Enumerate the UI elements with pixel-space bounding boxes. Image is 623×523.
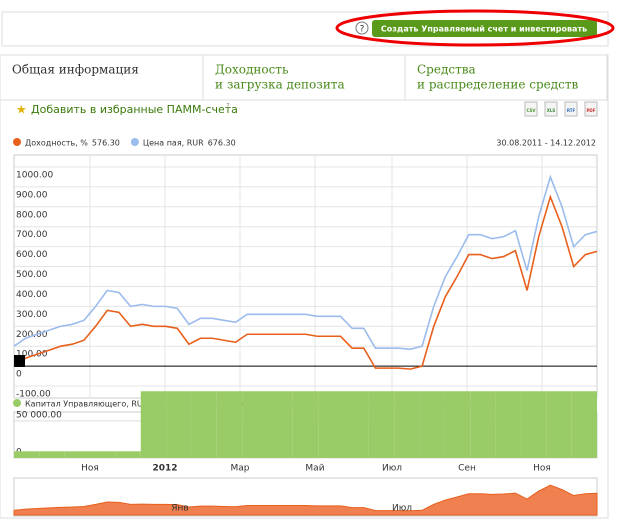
export-label: PDF: [587, 108, 596, 113]
tab-label: и загрузка депозита: [215, 78, 345, 92]
y-tick-label: 900.00: [16, 190, 48, 200]
favorite-link[interactable]: Добавить в избранные ПАММ-счета: [31, 103, 238, 116]
y-tick-label: 800.00: [16, 210, 48, 220]
y-tick-label: -100.00: [16, 390, 51, 400]
help-text: ?: [360, 25, 365, 35]
tab-label: и распределение средств: [417, 78, 579, 92]
export-icon[interactable]: [564, 101, 578, 117]
star-icon: ★: [16, 103, 27, 117]
legend-dot: [130, 138, 139, 146]
x-tick-label: Июл: [382, 464, 402, 474]
x-tick-label: Ноя: [81, 464, 99, 474]
x-tick-label: 2012: [152, 464, 177, 474]
capital-bar: [343, 391, 369, 458]
y-tick-label: 200.00: [16, 330, 48, 340]
legend-dot: [13, 138, 21, 146]
create-button[interactable]: [372, 20, 597, 37]
capital-bar: [571, 391, 597, 458]
legend-value: 676.30: [208, 139, 236, 148]
legend-dot: [13, 399, 21, 407]
export-label: CSV: [527, 108, 537, 113]
x-tick-label: Сен: [458, 464, 476, 474]
x-tick-label: Ноя: [533, 464, 551, 474]
tab-label: Общая информация: [12, 63, 139, 77]
export-icon[interactable]: [544, 101, 558, 117]
tab-label: Доходность: [215, 63, 289, 77]
capital-bar: [419, 391, 445, 458]
navigator-label: Июл: [392, 504, 412, 514]
x-tick-label: Мар: [231, 464, 250, 474]
capital-bar: [216, 391, 243, 458]
y-tick-label: 50 000.00: [16, 410, 62, 420]
y-tick-label: 400.00: [16, 290, 48, 300]
series-line: [13, 174, 598, 351]
capital-bar: [495, 391, 521, 458]
capital-bar: [64, 451, 91, 458]
create-button-label: Создать Управляемый счет и инвестировать: [381, 25, 587, 34]
tab[interactable]: [404, 54, 608, 101]
y-tick-label: 300.00: [16, 310, 48, 320]
capital-bar: [368, 391, 395, 458]
capital-bar: [444, 391, 471, 458]
capital-title: Капитал Управляющего, RUR: [25, 400, 149, 409]
capital-bar: [292, 391, 319, 458]
capital-bar: [191, 391, 217, 458]
export-label: XLS: [547, 108, 556, 113]
y-tick-label: 100.00: [16, 350, 48, 360]
capital-bar: [318, 391, 344, 458]
export-label: RTF: [567, 108, 576, 113]
capital-bar: [394, 391, 420, 458]
capital-bar: [39, 451, 65, 458]
series-line: [13, 194, 598, 370]
capital-bar: [14, 451, 40, 458]
y-tick-label: 0: [16, 370, 22, 380]
navigator-label: Янв: [171, 504, 188, 514]
favorite-help: ?: [226, 102, 230, 110]
capital-bar: [520, 391, 547, 458]
capital-bar: [267, 391, 293, 458]
capital-bar: [115, 451, 141, 458]
x-tick-label: Май: [305, 464, 324, 474]
tab-label: Средства: [417, 63, 476, 77]
capital-bar: [90, 451, 116, 458]
capital-bar: [242, 391, 268, 458]
navigator-area: [13, 484, 598, 516]
highlight: [335, 9, 615, 47]
y-tick-label: 600.00: [16, 250, 48, 260]
capital-bar: [546, 391, 572, 458]
handle: [14, 355, 25, 367]
y-tick-label: 500.00: [16, 270, 48, 280]
legend-value: 576.30: [92, 139, 120, 148]
capital-bar: [140, 391, 167, 458]
capital-bar: [166, 391, 192, 458]
y-tick-label: 700.00: [16, 230, 48, 240]
export-icon[interactable]: [524, 101, 538, 117]
date-range: 30.08.2011 - 14.12.2012: [496, 139, 596, 148]
export-icon[interactable]: [584, 101, 598, 117]
plot-frame: [13, 154, 598, 399]
help-icon[interactable]: [355, 21, 369, 35]
legend-name: Цена пая, RUR: [143, 139, 204, 148]
capital-bar: [470, 391, 496, 458]
y-tick-label: 1000.00: [16, 170, 53, 180]
legend-name: Доходность, %: [25, 139, 88, 148]
